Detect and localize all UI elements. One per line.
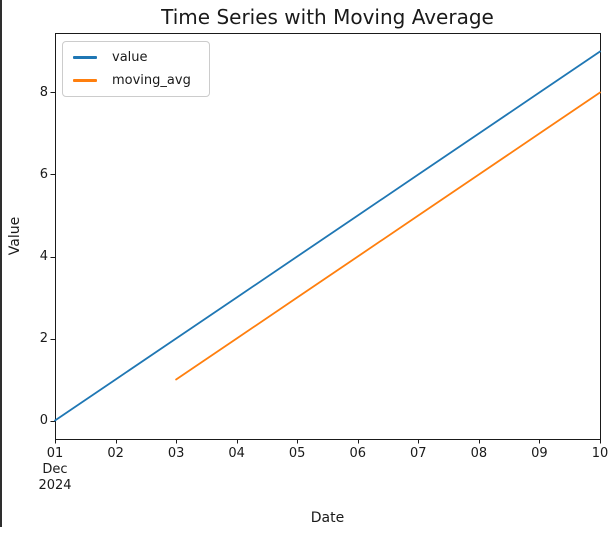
y-tick-label: 2 [39,330,48,346]
x-tick-label: 07 [410,446,427,461]
x-tick-label: 01 Dec 2024 [33,446,77,494]
x-tick-label: 05 [288,446,306,461]
legend-entry: moving_avg [63,69,209,92]
x-tick-label: 02 [107,446,124,461]
legend-label: moving_avg [112,73,191,88]
x-tick-label: 08 [470,446,488,461]
y-axis-label: Value [7,216,23,256]
series-line-moving_avg [175,91,601,381]
plot-spines [55,33,601,440]
legend-line-icon [73,79,97,82]
x-offset-label: 2024 [38,478,72,493]
x-tick-label: 04 [228,446,245,461]
series-line-value [54,50,601,422]
x-tick-label: 10 [591,446,609,461]
legend: value moving_avg [62,41,210,97]
y-tick-label: 0 [39,412,48,428]
chart-title: Time Series with Moving Average [161,5,494,29]
legend-line-icon [73,56,97,59]
y-tick-label: 6 [39,166,48,182]
y-tick-label: 8 [39,84,48,100]
x-offset-label: Dec [42,462,68,477]
y-tick-label: 4 [39,248,48,264]
x-axis-label: Date [310,510,345,526]
x-tick-label: 06 [349,446,367,461]
x-tick-label: 09 [531,446,548,461]
window-left-border [0,0,2,527]
x-tick-label: 03 [167,446,185,461]
legend-entry: value [63,46,209,69]
legend-label: value [112,50,148,65]
